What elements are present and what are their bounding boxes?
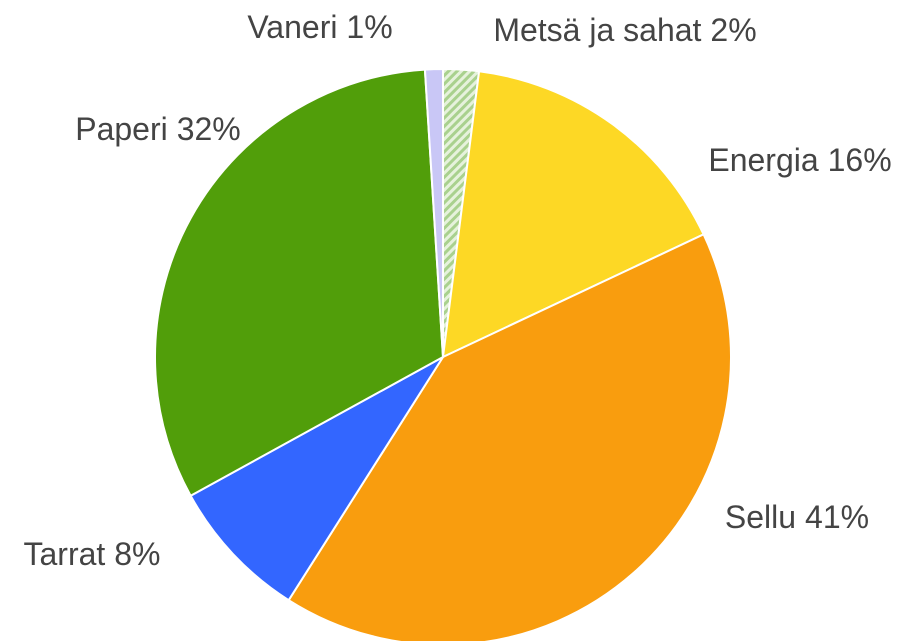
slice-label: Sellu 41% <box>725 499 869 535</box>
slice-label: Tarrat 8% <box>23 536 160 572</box>
pie-slice <box>441 70 705 359</box>
pie-slice <box>154 68 445 498</box>
pie-slice <box>423 67 444 358</box>
slice-value: 41% <box>805 499 869 535</box>
slice-name: Tarrat <box>23 536 105 572</box>
slice-name: Paperi <box>75 111 168 147</box>
slice-name: Metsä ja sahat <box>493 12 701 48</box>
slice-value: 1% <box>346 9 392 45</box>
slice-name: Sellu <box>725 499 796 535</box>
slice-label: Paperi 32% <box>75 111 241 147</box>
slice-label: Metsä ja sahat 2% <box>493 12 756 48</box>
slice-name: Vaneri <box>247 9 337 45</box>
pie-slice <box>287 233 732 641</box>
slice-value: 32% <box>177 111 241 147</box>
slice-value: 8% <box>114 536 160 572</box>
pie-slice <box>189 356 444 602</box>
slice-value: 16% <box>828 142 892 178</box>
slice-name: Energia <box>708 142 819 178</box>
slice-value: 2% <box>710 12 756 48</box>
slice-label: Energia 16% <box>708 142 891 178</box>
slice-label: Vaneri 1% <box>247 9 392 45</box>
